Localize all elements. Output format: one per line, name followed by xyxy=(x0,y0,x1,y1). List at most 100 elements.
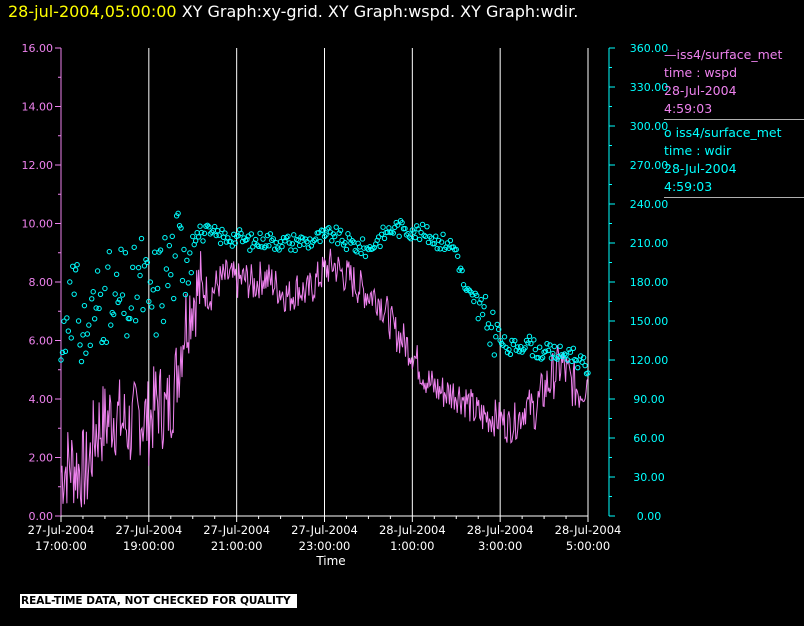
wdir-scatter-point xyxy=(296,242,303,249)
wdir-point xyxy=(277,239,284,245)
wdir-scatter-point xyxy=(327,229,334,235)
wdir-scatter-point xyxy=(238,230,244,237)
wdir-scatter-point xyxy=(138,235,145,242)
wdir-scatter-point xyxy=(378,231,385,237)
left-tick-label: 2.00 xyxy=(29,452,54,465)
wdir-scatter-point xyxy=(373,241,379,247)
wdir-scatter-point xyxy=(545,347,552,354)
x-tick-date: 27-Jul-2004 xyxy=(115,523,182,537)
wdir-point xyxy=(58,357,64,363)
wdir-scatter-point xyxy=(292,247,298,254)
wdir-scatter-point xyxy=(229,243,235,249)
wdir-scatter-point xyxy=(536,344,543,350)
wdir-scatter-point xyxy=(293,236,300,243)
wdir-scatter-point xyxy=(185,280,192,286)
wdir-point xyxy=(550,350,556,357)
wdir-scatter-point xyxy=(544,340,550,347)
wdir-scatter-point xyxy=(162,235,168,241)
right-tick-label: 240.00 xyxy=(630,198,669,211)
wdir-scatter-point xyxy=(276,247,282,253)
wdir-scatter-point xyxy=(463,287,470,293)
legend-wdir: o iss4/surface_met time : wdir 28-Jul-20… xyxy=(664,124,804,198)
wdir-scatter-point xyxy=(263,243,269,249)
wdir-scatter-point xyxy=(412,234,418,241)
wdir-scatter-point xyxy=(279,243,285,250)
wdir-scatter-point xyxy=(169,233,175,240)
left-tick-label: 4.00 xyxy=(29,393,54,406)
wdir-scatter-point xyxy=(512,337,518,344)
wdir-point xyxy=(260,236,266,242)
wdir-scatter-point xyxy=(583,370,590,377)
wdir-scatter-point xyxy=(113,271,120,277)
wdir-scatter-point xyxy=(482,293,489,300)
wdir-point xyxy=(119,292,126,298)
wdir-scatter-point xyxy=(447,237,454,244)
wdir-scatter-point xyxy=(192,238,199,244)
wdir-scatter-point xyxy=(80,332,86,338)
wdir-scatter-point xyxy=(187,250,193,256)
wdir-point xyxy=(102,285,108,292)
x-axis: 27-Jul-2004 17:00:00 27-Jul-2004 19:00:00 27… xyxy=(28,515,621,553)
wdir-scatter-point xyxy=(217,240,224,247)
x-tick-date: 27-Jul-2004 xyxy=(28,523,95,537)
wdir-scatter-point xyxy=(422,233,429,240)
wdir-scatter-point xyxy=(428,235,435,241)
wdir-scatter-point xyxy=(440,231,446,237)
wdir-scatter-point xyxy=(127,315,133,322)
wdir-scatter-point xyxy=(64,315,70,321)
wdir-scatter-point xyxy=(157,247,164,253)
wdir-scatter-point xyxy=(77,342,83,348)
wdir-scatter-point xyxy=(62,348,69,355)
wdir-scatter-point xyxy=(135,264,142,271)
legend-wspd-source: iss4/surface_met xyxy=(676,47,783,62)
right-tick-label: 210.00 xyxy=(630,237,669,250)
wdir-scatter-point xyxy=(438,239,445,245)
wdir-scatter-point xyxy=(542,348,549,355)
wdir-scatter-point xyxy=(90,289,96,295)
wdir-scatter-point xyxy=(349,238,356,244)
wdir-scatter-point xyxy=(109,309,115,316)
right-tick-label: 300.00 xyxy=(630,120,669,133)
wdir-point xyxy=(93,305,99,311)
wdir-scatter-point xyxy=(380,224,386,230)
x-tick-time: 19:00:00 xyxy=(123,539,175,553)
wdir-scatter-point xyxy=(168,271,174,278)
wdir-scatter-point xyxy=(105,264,111,270)
wspd-line xyxy=(60,248,589,508)
wdir-scatter-point xyxy=(108,322,114,328)
x-axis-title: Time xyxy=(315,554,345,568)
legend-wdir-time: 4:59:03 xyxy=(664,179,713,194)
wdir-scatter-point xyxy=(266,243,272,249)
wdir-scatter-point xyxy=(443,244,449,250)
wdir-point xyxy=(269,237,275,244)
wdir-scatter-point xyxy=(241,235,247,241)
wdir-scatter-point xyxy=(358,250,364,257)
wdir-scatter-point xyxy=(490,309,496,315)
wdir-point xyxy=(286,240,293,246)
wdir-scatter-point xyxy=(362,253,369,260)
right-tick-label: 360.00 xyxy=(630,42,669,55)
wdir-scatter-point xyxy=(342,239,348,246)
wdir-scatter-point xyxy=(195,234,202,240)
wdir-scatter-point xyxy=(501,334,508,340)
wdir-scatter-point xyxy=(115,299,121,306)
wdir-point xyxy=(497,337,503,344)
quality-warning-banner: REAL-TIME DATA, NOT CHECKED FOR QUALITY xyxy=(20,594,297,608)
wdir-scatter-point xyxy=(478,296,484,303)
x-tick-time: 1:00:00 xyxy=(390,539,434,553)
legend-wspd-line-icon: — xyxy=(664,47,677,62)
legend-wspd-var: time : wspd xyxy=(664,65,738,80)
wdir-scatter-point xyxy=(494,321,500,328)
wdir-point xyxy=(198,229,205,236)
wdir-scatter-point xyxy=(433,233,439,239)
wdir-scatter-point xyxy=(491,352,498,358)
wdir-scatter-point xyxy=(150,287,156,293)
wdir-scatter-point xyxy=(311,237,317,244)
wdir-scatter-point xyxy=(87,342,93,349)
wdir-scatter-point xyxy=(575,364,581,371)
wdir-scatter-point xyxy=(431,240,437,247)
wdir-scatter-point xyxy=(97,291,104,297)
wdir-scatter-point xyxy=(485,321,492,327)
wdir-scatter-point xyxy=(570,345,577,351)
left-tick-label: 14.00 xyxy=(22,101,54,114)
